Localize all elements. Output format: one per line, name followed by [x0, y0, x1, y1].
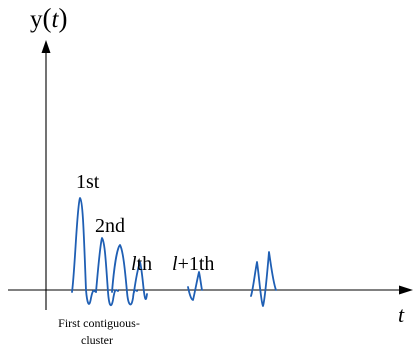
y-axis-label-prefix: y: [30, 6, 43, 33]
pulse-late: [250, 251, 277, 307]
label-2nd: 2nd: [95, 215, 125, 237]
axes: [8, 40, 413, 310]
label-l-plus-1th: l+1th: [172, 253, 214, 275]
label-next-suffix: +1th: [178, 253, 215, 275]
pulse-l-plus-1th: [187, 271, 203, 301]
pulse-1st: [71, 197, 97, 305]
label-1st: 1st: [76, 171, 100, 193]
label-next-var: l: [172, 253, 178, 275]
y-axis-label-close-paren: ): [58, 3, 67, 33]
label-lth-suffix: th: [137, 253, 153, 275]
cluster-caption-line1: First contiguous-: [58, 316, 140, 330]
multipath-pulses: [71, 197, 277, 307]
x-axis-label: t: [398, 302, 405, 327]
y-axis-label: y(t): [30, 3, 67, 33]
y-axis-label-open-paren: (: [43, 3, 52, 33]
y-axis-label-variable: t: [52, 6, 60, 33]
label-lth: lth: [131, 253, 152, 275]
x-axis-arrowhead: [399, 285, 413, 295]
pulse-lth: [133, 261, 148, 300]
label-lth-var: l: [131, 253, 137, 275]
y-axis-arrowhead: [41, 40, 51, 53]
pulse-2nd: [95, 237, 119, 307]
cluster-caption-line2: cluster: [81, 333, 113, 347]
